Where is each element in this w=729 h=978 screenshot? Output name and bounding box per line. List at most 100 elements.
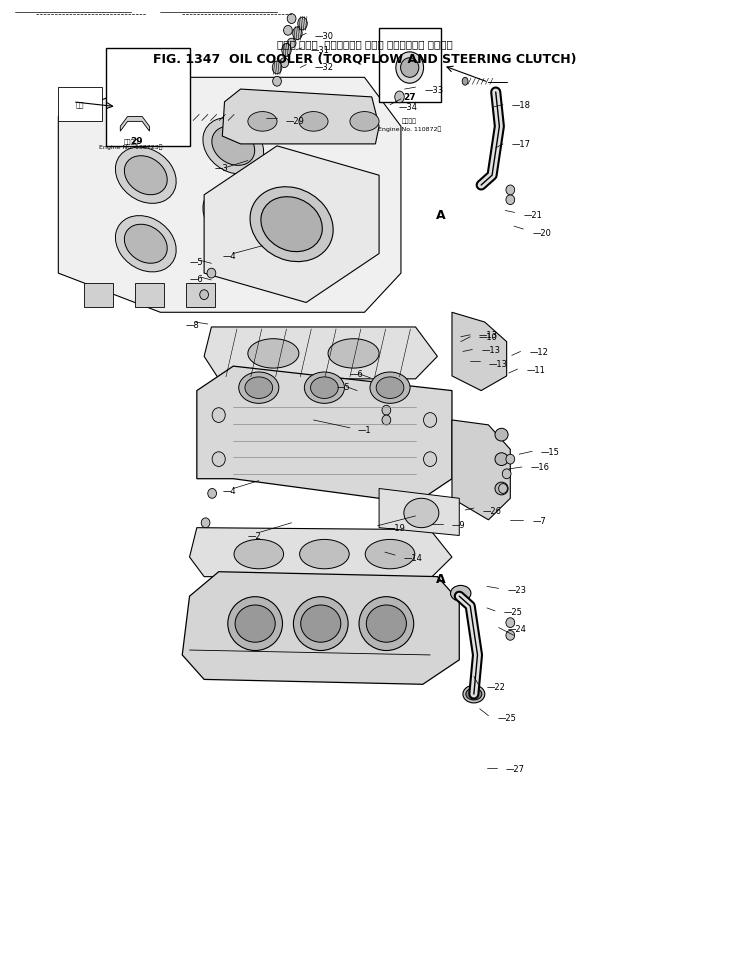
Ellipse shape (273, 77, 281, 87)
Text: —12: —12 (529, 347, 548, 357)
Ellipse shape (395, 92, 404, 104)
Text: —34: —34 (399, 103, 418, 112)
Ellipse shape (207, 269, 216, 279)
Ellipse shape (212, 452, 225, 467)
Bar (379, 29, 441, 103)
Polygon shape (379, 489, 459, 536)
Ellipse shape (248, 112, 277, 132)
Text: —5: —5 (190, 257, 203, 267)
Text: —18: —18 (512, 101, 531, 111)
Text: —25: —25 (504, 607, 523, 617)
Text: —13: —13 (488, 359, 507, 369)
Ellipse shape (212, 196, 254, 235)
Ellipse shape (284, 26, 292, 36)
Polygon shape (222, 90, 379, 145)
Ellipse shape (248, 339, 299, 369)
Text: A: A (436, 572, 446, 586)
Ellipse shape (300, 605, 340, 643)
Bar (135, 284, 164, 308)
Text: —4: —4 (222, 251, 236, 261)
Text: 適用号数: 適用号数 (402, 118, 417, 124)
Polygon shape (452, 421, 510, 520)
Ellipse shape (328, 339, 379, 369)
Ellipse shape (212, 409, 225, 423)
Text: —24: —24 (507, 624, 526, 634)
Ellipse shape (401, 59, 418, 78)
Polygon shape (204, 328, 437, 379)
Polygon shape (190, 528, 452, 579)
Ellipse shape (366, 605, 407, 643)
Text: —20: —20 (532, 228, 551, 238)
Ellipse shape (495, 453, 508, 467)
Ellipse shape (506, 618, 515, 628)
Ellipse shape (293, 597, 348, 651)
Ellipse shape (495, 483, 508, 495)
Text: —29: —29 (286, 116, 305, 126)
Ellipse shape (200, 290, 208, 300)
Ellipse shape (404, 499, 439, 528)
Ellipse shape (396, 53, 424, 84)
Ellipse shape (125, 225, 167, 264)
Ellipse shape (292, 28, 302, 41)
Text: —15: —15 (541, 447, 560, 457)
Text: —13: —13 (479, 331, 498, 340)
Ellipse shape (300, 540, 349, 569)
Text: —17: —17 (512, 140, 531, 150)
Ellipse shape (235, 605, 275, 643)
Bar (186, 284, 215, 308)
Ellipse shape (424, 452, 437, 467)
Text: —26: —26 (483, 506, 502, 515)
Ellipse shape (359, 597, 413, 651)
Text: —32: —32 (315, 63, 334, 72)
Ellipse shape (250, 188, 333, 262)
Polygon shape (197, 367, 452, 504)
Ellipse shape (227, 597, 282, 651)
Text: Engine No. 110872〜: Engine No. 110872〜 (378, 126, 441, 132)
Ellipse shape (506, 631, 515, 641)
Bar (84, 284, 113, 308)
Text: —25: —25 (497, 713, 516, 723)
Ellipse shape (350, 112, 379, 132)
Text: —22: —22 (487, 682, 506, 691)
Text: —11: —11 (526, 365, 545, 375)
Ellipse shape (499, 484, 507, 494)
Text: —14: —14 (404, 553, 423, 562)
Text: —13: —13 (481, 345, 500, 355)
Ellipse shape (311, 378, 338, 399)
Ellipse shape (370, 373, 410, 404)
Ellipse shape (382, 406, 391, 416)
Ellipse shape (115, 148, 176, 204)
Text: —21: —21 (523, 210, 542, 220)
Text: —19: —19 (386, 523, 405, 533)
Text: —9: —9 (452, 520, 466, 530)
Text: 適用号数: 適用号数 (124, 139, 139, 145)
Text: —5: —5 (337, 382, 351, 392)
Ellipse shape (281, 45, 291, 58)
Text: —2: —2 (248, 531, 262, 541)
Polygon shape (58, 78, 401, 313)
Ellipse shape (212, 127, 254, 166)
Text: —16: —16 (531, 463, 550, 472)
Ellipse shape (506, 455, 515, 465)
Bar (106, 49, 190, 147)
Ellipse shape (297, 19, 307, 31)
Ellipse shape (287, 39, 296, 49)
Ellipse shape (245, 378, 273, 399)
Ellipse shape (203, 118, 264, 175)
Text: —10: —10 (478, 333, 497, 342)
Text: —33: —33 (424, 85, 443, 95)
Ellipse shape (502, 469, 511, 479)
Polygon shape (182, 572, 459, 685)
Ellipse shape (506, 196, 515, 205)
Text: 27: 27 (403, 93, 416, 103)
Text: オイル クーラ  トルクフロー および ステアリング クラッチ: オイル クーラ トルクフロー および ステアリング クラッチ (276, 39, 453, 49)
Ellipse shape (424, 414, 437, 428)
Ellipse shape (201, 518, 210, 528)
Ellipse shape (234, 540, 284, 569)
Ellipse shape (203, 187, 264, 244)
Text: —6: —6 (350, 370, 364, 379)
Ellipse shape (238, 373, 278, 404)
Bar (58, 88, 102, 122)
Ellipse shape (462, 78, 468, 86)
Text: —23: —23 (507, 585, 526, 595)
